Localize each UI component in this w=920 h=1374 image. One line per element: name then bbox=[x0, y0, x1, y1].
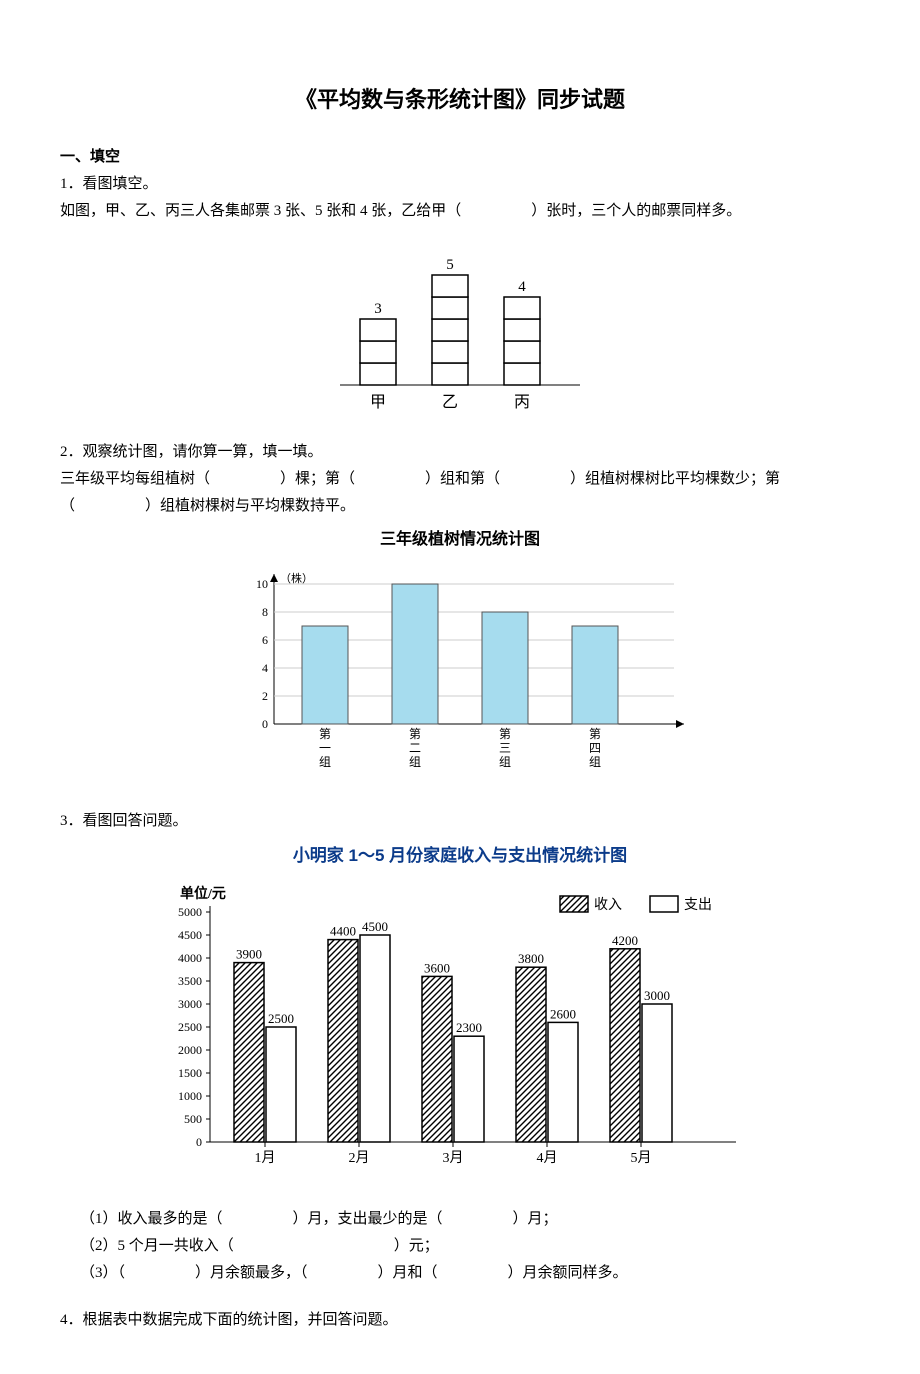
q1-text-b: ）张时，三个人的邮票同样多。 bbox=[531, 203, 741, 219]
q3-sub1: （1）收入最多的是（ ）月，支出最少的是（ ）月； bbox=[80, 1206, 860, 1233]
page-title: 《平均数与条形统计图》同步试题 bbox=[60, 80, 860, 120]
svg-text:组: 组 bbox=[589, 755, 601, 769]
svg-text:收入: 收入 bbox=[594, 897, 622, 913]
svg-text:4000: 4000 bbox=[178, 951, 202, 965]
svg-text:4200: 4200 bbox=[612, 933, 638, 948]
svg-text:4500: 4500 bbox=[362, 919, 388, 934]
svg-text:（株）: （株） bbox=[280, 571, 313, 585]
svg-text:丙: 丙 bbox=[514, 394, 530, 411]
svg-text:2月: 2月 bbox=[349, 1150, 370, 1166]
svg-text:3500: 3500 bbox=[178, 974, 202, 988]
q2-line2: （ ）组植树棵树与平均棵数持平。 bbox=[60, 493, 860, 520]
q4-num: 4．根据表中数据完成下面的统计图，并回答问题。 bbox=[60, 1307, 860, 1334]
q1-blank bbox=[461, 198, 531, 225]
svg-text:乙: 乙 bbox=[442, 394, 458, 411]
svg-text:3000: 3000 bbox=[178, 997, 202, 1011]
svg-text:3: 3 bbox=[374, 301, 382, 317]
svg-text:3800: 3800 bbox=[518, 951, 544, 966]
q1-text-a: 如图，甲、乙、丙三人各集邮票 3 张、5 张和 4 张，乙给甲（ bbox=[60, 203, 461, 219]
q2-chart-title: 三年级植树情况统计图 bbox=[60, 526, 860, 555]
svg-text:第: 第 bbox=[409, 727, 421, 741]
svg-text:2500: 2500 bbox=[268, 1011, 294, 1026]
svg-text:1500: 1500 bbox=[178, 1066, 202, 1080]
svg-text:3900: 3900 bbox=[236, 947, 262, 962]
svg-text:1000: 1000 bbox=[178, 1089, 202, 1103]
svg-text:5000: 5000 bbox=[178, 905, 202, 919]
svg-text:0: 0 bbox=[196, 1135, 202, 1149]
q2-figure: 0246810（株）第一组第二组第三组第四组 bbox=[60, 564, 860, 794]
svg-text:4400: 4400 bbox=[330, 924, 356, 939]
svg-text:2600: 2600 bbox=[550, 1006, 576, 1021]
svg-text:4: 4 bbox=[262, 661, 268, 675]
q3-chart-title: 小明家 1～5 月份家庭收入与支出情况统计图 bbox=[60, 841, 860, 872]
svg-text:5: 5 bbox=[446, 257, 454, 273]
svg-text:4: 4 bbox=[518, 279, 526, 295]
svg-text:6: 6 bbox=[262, 633, 268, 647]
q3-sub3: （3）（ ）月余额最多，（ ）月和（ ）月余额同样多。 bbox=[80, 1260, 860, 1287]
svg-text:2500: 2500 bbox=[178, 1020, 202, 1034]
svg-text:支出: 支出 bbox=[684, 897, 712, 913]
q3-num: 3．看图回答问题。 bbox=[60, 808, 860, 835]
svg-text:4500: 4500 bbox=[178, 928, 202, 942]
q2-num: 2．观察统计图，请你算一算，填一填。 bbox=[60, 439, 860, 466]
svg-text:4月: 4月 bbox=[537, 1150, 558, 1166]
svg-text:三: 三 bbox=[499, 741, 511, 755]
q3-figure: 0 500 1000 1500 2000 2500 3000 3500 4000 4500 5000… bbox=[60, 882, 860, 1192]
svg-text:第: 第 bbox=[319, 727, 331, 741]
svg-text:10: 10 bbox=[256, 577, 268, 591]
svg-text:8: 8 bbox=[262, 605, 268, 619]
svg-text:第: 第 bbox=[589, 727, 601, 741]
svg-text:0: 0 bbox=[262, 717, 268, 731]
svg-text:2300: 2300 bbox=[456, 1020, 482, 1035]
svg-text:组: 组 bbox=[319, 755, 331, 769]
svg-text:组: 组 bbox=[409, 755, 421, 769]
svg-text:2000: 2000 bbox=[178, 1043, 202, 1057]
svg-text:二: 二 bbox=[409, 741, 421, 755]
svg-text:3600: 3600 bbox=[424, 960, 450, 975]
section-1-head: 一、填空 bbox=[60, 144, 860, 171]
q1-text: 如图，甲、乙、丙三人各集邮票 3 张、5 张和 4 张，乙给甲（ ）张时，三个人… bbox=[60, 198, 860, 225]
svg-text:1月: 1月 bbox=[255, 1150, 276, 1166]
svg-text:单位/元: 单位/元 bbox=[180, 885, 226, 902]
svg-text:2: 2 bbox=[262, 689, 268, 703]
svg-text:组: 组 bbox=[499, 755, 511, 769]
svg-text:3月: 3月 bbox=[443, 1150, 464, 1166]
svg-text:第: 第 bbox=[499, 727, 511, 741]
q2-line1: 三年级平均每组植树（ ）棵；第（ ）组和第（ ）组植树棵树比平均棵数少；第 bbox=[60, 466, 860, 493]
svg-text:500: 500 bbox=[184, 1112, 202, 1126]
svg-text:3000: 3000 bbox=[644, 988, 670, 1003]
svg-text:一: 一 bbox=[319, 741, 331, 755]
q3-sub2: （2）5 个月一共收入（ ）元； bbox=[80, 1233, 860, 1260]
q1-figure: 3 甲 5 乙 4 丙 bbox=[60, 235, 860, 425]
svg-text:甲: 甲 bbox=[370, 394, 386, 411]
svg-text:5月: 5月 bbox=[631, 1150, 652, 1166]
q1-num: 1．看图填空。 bbox=[60, 171, 860, 198]
svg-text:四: 四 bbox=[589, 741, 601, 755]
